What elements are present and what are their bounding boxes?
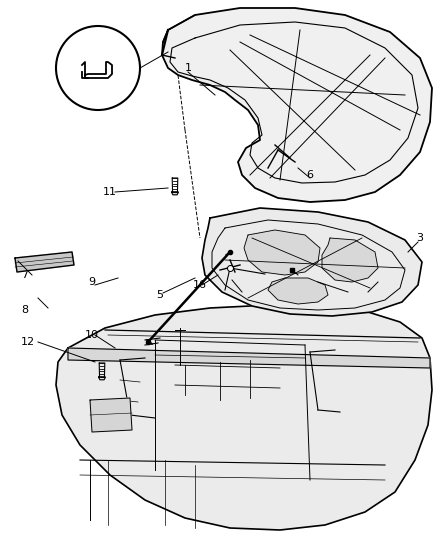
Text: 15: 15 [233,287,247,297]
Text: 14: 14 [310,273,324,283]
Text: 1: 1 [184,63,191,73]
Polygon shape [321,238,377,282]
Text: 9: 9 [88,277,95,287]
Text: 10: 10 [85,330,99,340]
Circle shape [56,26,140,110]
Text: 6: 6 [306,170,313,180]
Text: 4: 4 [374,270,381,280]
Polygon shape [90,398,132,432]
Polygon shape [56,305,431,530]
Text: 12: 12 [21,337,35,347]
Text: 6: 6 [291,273,298,283]
Polygon shape [201,208,421,316]
Polygon shape [244,230,319,275]
Text: 16: 16 [193,280,207,290]
Text: 5: 5 [156,290,163,300]
Polygon shape [68,348,429,368]
Text: 7: 7 [21,270,28,280]
Polygon shape [98,377,105,380]
Text: 8: 8 [21,305,28,315]
Polygon shape [162,8,431,202]
Polygon shape [171,192,178,195]
Text: 13: 13 [93,33,107,43]
Polygon shape [267,278,327,304]
Text: 3: 3 [416,233,423,243]
Text: 11: 11 [103,187,117,197]
Polygon shape [15,252,74,272]
